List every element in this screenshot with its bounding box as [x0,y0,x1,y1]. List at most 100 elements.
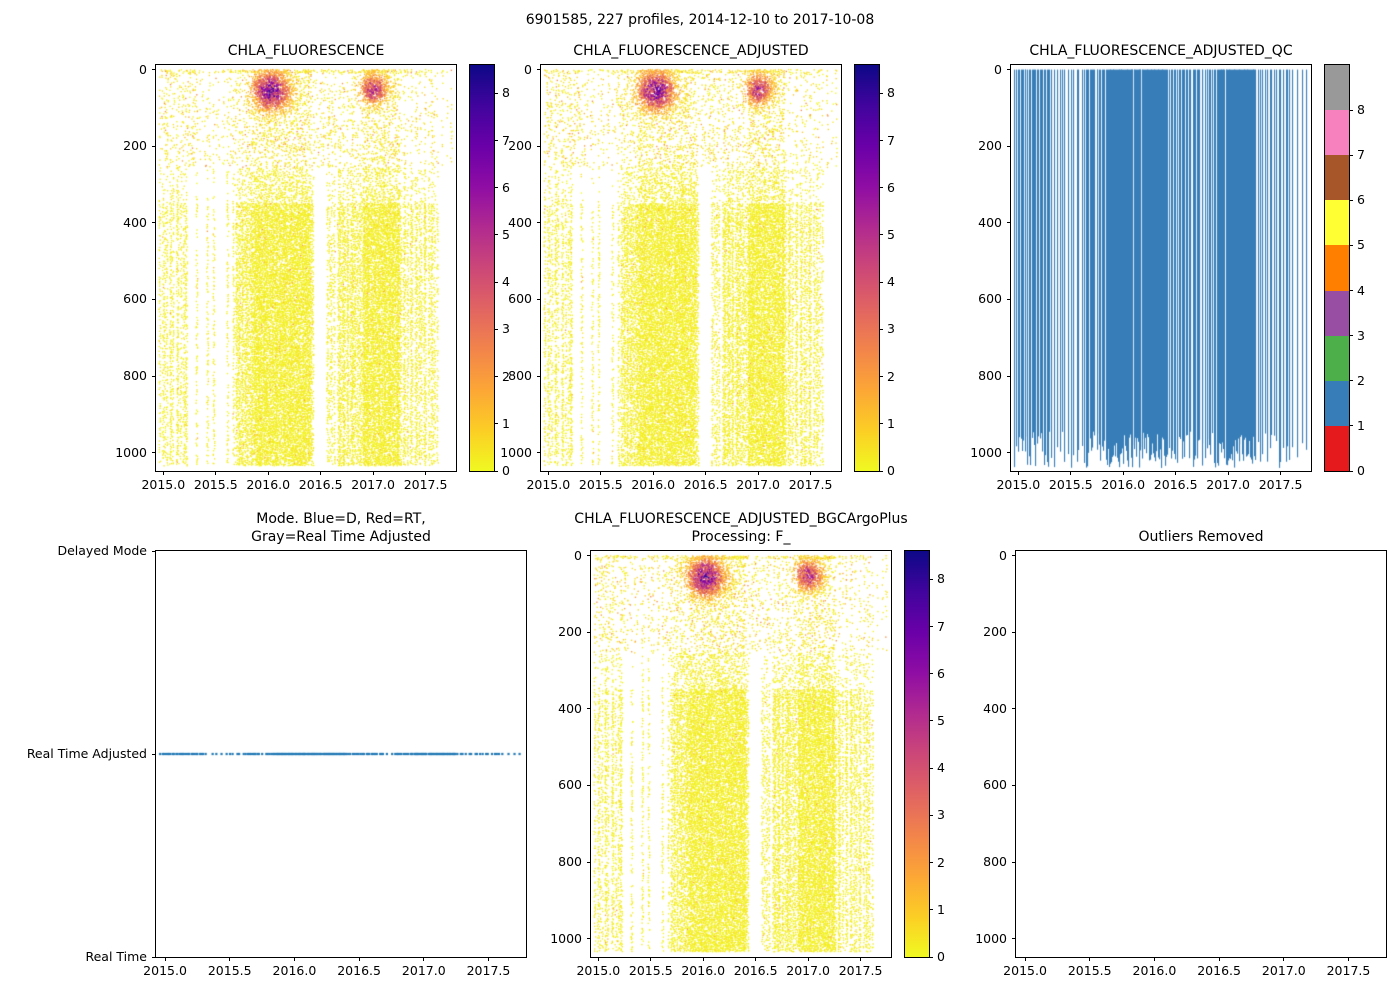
colorbar-tick-mark [879,234,883,236]
y-tick-label: Delayed Mode [57,542,147,558]
x-tick-mark [652,471,654,475]
colorbar-tick-label: 8 [937,571,945,587]
colorbar-tick-mark [494,234,498,236]
colorbar-tick-mark [929,862,933,864]
colorbar: 0 1 2 3 4 5 6 7 8 [1324,64,1365,476]
x-tick-label: 2016.5 [1153,477,1198,492]
x-tick-label: 2017.5 [788,477,833,492]
colorbar-tick-label: 7 [887,132,895,148]
colorbar-tick-mark [1349,244,1353,246]
y-tick-label: 800 [983,853,1007,869]
y-tick-mark [1012,708,1016,710]
x-tick-mark [755,957,757,961]
chla-fluorescence-adjusted-axes: CHLA_FLUORESCENCE_ADJUSTED 2015.0 2015.5 2… [500,43,895,491]
colorbar-tick-mark [929,578,933,580]
chla-fluorescence-title: CHLA_FLUORESCENCE [227,42,385,59]
x-tick-mark [1122,471,1124,475]
x-tick-mark [547,471,549,475]
outliers-removed-title: Outliers Removed [1138,528,1264,545]
y-tick-mark [1007,222,1011,224]
x-tick-label: 2015.5 [207,963,252,978]
y-tick-label: 200 [123,137,147,153]
colorbar-tick-label: 6 [887,179,895,195]
x-tick-mark [1347,957,1349,961]
x-tick-mark [293,957,295,961]
colorbar-tick-label: 5 [937,712,945,728]
y-tick-label: 0 [574,547,582,563]
y-tick-mark [152,375,156,377]
x-tick-label: 2017.5 [1326,963,1371,978]
x-tick-mark [423,957,425,961]
y-tick-label: 400 [983,700,1007,716]
y-tick-mark [537,298,541,300]
chla-fluorescence-canvas [156,65,456,471]
x-tick-label: 2017.0 [351,477,395,492]
x-tick-mark [600,471,602,475]
x-tick-label: 2015.0 [526,477,571,492]
x-tick-label: 2015.5 [1067,963,1112,978]
mode-axes: Mode. Blue=D, Red=RT, Gray=Real Time Adj… [27,511,527,977]
y-tick-label: 800 [558,853,582,869]
y-tick-mark [537,375,541,377]
x-tick-label: 2015.0 [143,963,187,978]
x-tick-label: 2015.0 [1003,963,1047,978]
x-tick-label: 2017.0 [786,963,830,978]
colorbar-tick-label: 4 [1357,282,1365,298]
y-tick-label: 1000 [970,444,1002,460]
y-tick-label: 800 [978,367,1002,383]
colorbar-tick-label: 6 [937,665,945,681]
y-tick-mark [537,69,541,71]
colorbar-tick-mark [494,92,498,94]
x-tick-label: 2016.0 [1101,477,1146,492]
x-tick-mark [650,957,652,961]
colorbar-tick-mark [929,720,933,722]
x-tick-label: 2017.0 [1206,477,1250,492]
colorbar-tick-mark [879,140,883,142]
colorbar-tick-mark [1349,425,1353,427]
y-tick-label: 200 [983,623,1007,639]
y-tick-label: 600 [123,291,147,307]
x-tick-mark [705,471,707,475]
y-tick-mark [537,452,541,454]
x-tick-label: 2016.0 [272,963,317,978]
colorbar-tick-mark [1349,290,1353,292]
y-tick-label: 1000 [500,444,532,460]
x-tick-mark [1017,471,1019,475]
colorbar-tick-mark [879,187,883,189]
y-tick-label: Real Time Adjusted [26,745,147,761]
qc-color-band [1325,425,1349,471]
y-tick-label: 0 [139,61,147,77]
y-tick-label: 600 [978,291,1002,307]
x-tick-mark [1280,471,1282,475]
y-tick-mark [1007,375,1011,377]
x-tick-mark [810,471,812,475]
x-tick-label: 2017.5 [838,963,883,978]
x-tick-mark [1089,957,1091,961]
colorbar-tick-mark [879,376,883,378]
y-tick-label: 400 [978,214,1002,230]
y-tick-label: 400 [558,700,582,716]
y-tick-mark [152,753,156,755]
colorbar-tick-mark [1349,154,1353,156]
y-tick-mark [587,708,591,710]
colorbar-tick-mark [494,140,498,142]
mode-title: Mode. Blue=D, Red=RT, Gray=Real Time Adj… [251,510,431,545]
colorbar-tick-label: 0 [502,462,510,478]
colorbar-tick-label: 3 [502,321,510,337]
x-tick-mark [807,957,809,961]
x-tick-mark [358,957,360,961]
colorbar-tick-mark [1349,109,1353,111]
x-tick-label: 2015.5 [628,963,673,978]
x-tick-label: 2017.0 [736,477,780,492]
y-tick-label: 200 [508,137,532,153]
colorbar-tick-label: 3 [937,807,945,823]
x-tick-mark [425,471,427,475]
colorbar-tick-label: 2 [887,368,895,384]
colorbar-tick-label: 2 [502,368,510,384]
x-tick-label: 2017.0 [401,963,446,978]
colorbar-tick-label: 4 [502,273,510,289]
qc-color-band [1325,199,1349,246]
y-tick-mark [587,784,591,786]
y-tick-mark [1012,784,1016,786]
